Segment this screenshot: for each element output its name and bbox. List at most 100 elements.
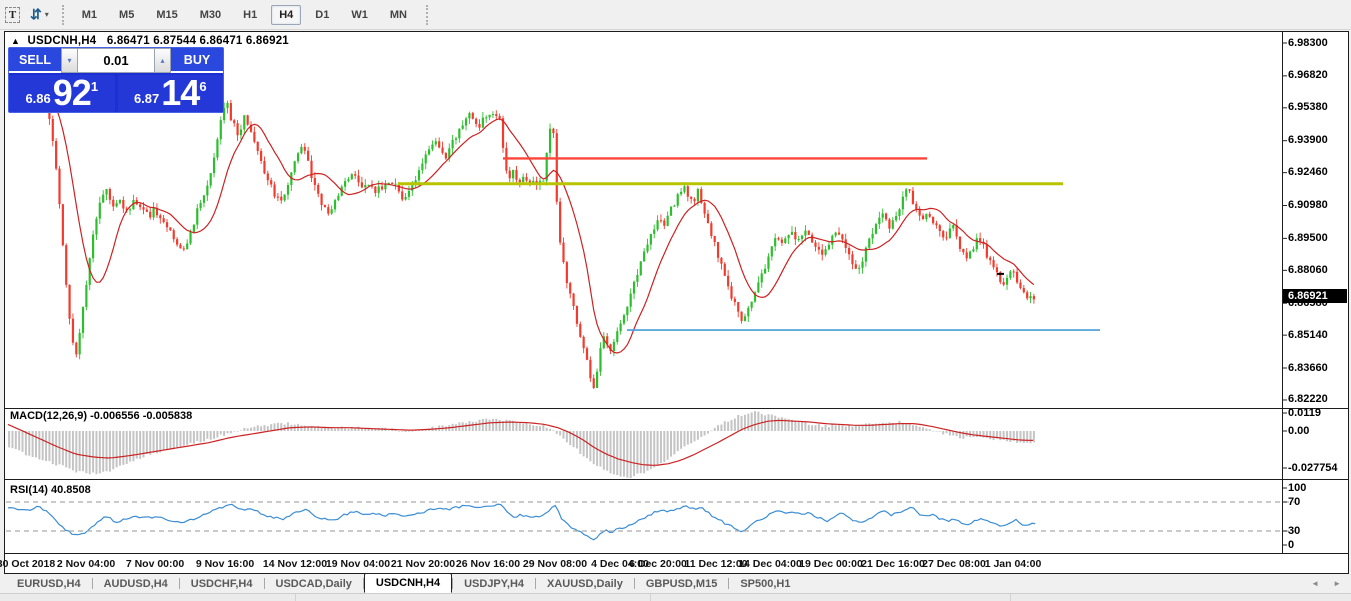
time-tick-label[interactable]: 26 Nov 16:00: [455, 558, 521, 570]
order-controls-row: SELL ▾ ▴ BUY: [9, 48, 223, 73]
swap-arrows-icon: ⇵: [30, 6, 42, 22]
dropdown-caret-icon: ▾: [44, 10, 49, 19]
down-arrow-icon: ▾: [67, 56, 72, 65]
time-tick-label[interactable]: 6 Dec 20:00: [629, 558, 687, 570]
tab-separator: [633, 578, 635, 589]
timeframe-button-d1[interactable]: D1: [307, 5, 337, 25]
volume-decrease-button[interactable]: ▾: [61, 48, 78, 73]
tab-separator: [91, 578, 93, 589]
chart-tabs: EURUSD,H4 AUDUSD,H4 USDCHF,H4 USDCAD,Daily U…: [0, 573, 802, 593]
buy-price-big: 14: [161, 71, 200, 113]
tab-scroll-right-icon[interactable]: ►: [1333, 579, 1341, 588]
price-tick-label: 6.83660: [1288, 361, 1328, 374]
tab-separator: [263, 578, 265, 589]
quote-prices-row: 6.86 92 1 6.87 14 6: [9, 73, 223, 112]
time-tick-label[interactable]: 19 Dec 00:00: [799, 558, 863, 570]
indicator-tick-label: 70: [1288, 495, 1301, 508]
rsi-name: RSI(14): [10, 484, 48, 496]
indicator-tick-label: 0.00: [1288, 424, 1310, 437]
time-tick-label[interactable]: 19 Nov 04:00: [325, 558, 391, 570]
timeframe-button-m30[interactable]: M30: [192, 5, 229, 25]
tab-separator: [178, 578, 180, 589]
timeframe-button-m5[interactable]: M5: [111, 5, 142, 25]
time-tick-label[interactable]: 21 Nov 20:00: [390, 558, 456, 570]
tab-separator: [728, 578, 730, 589]
chart-tab-sp500[interactable]: SP500,H1: [740, 577, 791, 590]
timeframe-button-w1[interactable]: W1: [343, 5, 376, 25]
time-tick-label[interactable]: 27 Dec 08:00: [922, 558, 986, 570]
tab-scroll-left-icon[interactable]: ◄: [1311, 579, 1320, 588]
sell-price[interactable]: 6.86 92 1: [9, 71, 115, 113]
price-tick-label: 6.93900: [1288, 134, 1328, 147]
macd-label: MACD(12,26,9) -0.006556 -0.005838: [10, 410, 192, 422]
price-tick-label: 6.82220: [1288, 393, 1328, 406]
indicator-tick-label: 0.0119: [1288, 406, 1322, 419]
chart-tab-gbpusd[interactable]: GBPUSD,M15: [645, 577, 718, 590]
price-tick-label: 6.92460: [1288, 166, 1328, 179]
sell-price-big: 92: [52, 71, 92, 113]
chart-tab-usdchf[interactable]: USDCHF,H4: [190, 577, 253, 590]
timeframe-button-m1[interactable]: M1: [74, 5, 105, 25]
buy-price-pip: 6: [199, 79, 207, 94]
time-tick-label[interactable]: 29 Nov 08:00: [522, 558, 588, 570]
volume-input[interactable]: [78, 48, 154, 73]
status-bar: [0, 593, 1351, 601]
timeframe-button-h1[interactable]: H1: [235, 5, 265, 25]
chart-tab-usdcad[interactable]: USDCAD,Daily: [275, 577, 352, 590]
time-tick-label[interactable]: 9 Nov 16:00: [195, 558, 255, 570]
chart-symbol: USDCNH,H4: [27, 35, 97, 47]
toolbar-grip[interactable]: [61, 4, 65, 25]
time-tick-label[interactable]: 1 Jan 04:00: [984, 558, 1042, 570]
time-tick-label[interactable]: 30 Oct 2018: [0, 558, 56, 570]
arrange-windows-button[interactable]: ⇵ ▾: [25, 3, 54, 27]
chart-tab-usdjpy[interactable]: USDJPY,H4: [464, 577, 525, 590]
top-toolbar: T ⇵ ▾ M1 M5 M15 M30 H1 H4 D1 W1 MN: [0, 0, 1351, 30]
buy-price[interactable]: 6.87 14 6: [117, 71, 223, 113]
price-tick-label: 6.96820: [1288, 69, 1328, 82]
tab-separator: [362, 578, 364, 589]
indicator-tick-label: 100: [1288, 481, 1307, 494]
chart-tab-xauusd[interactable]: XAUUSD,Daily: [547, 577, 623, 590]
text-tool-button[interactable]: T: [0, 3, 25, 27]
tab-scroll-controls: ◄ ►: [1311, 574, 1351, 593]
time-tick-label[interactable]: 11 Dec 12:00: [684, 558, 748, 570]
one-click-trading-panel: SELL ▾ ▴ BUY 6.86 92 1 6.87 14 6: [8, 47, 224, 113]
timeframe-button-m15[interactable]: M15: [148, 5, 185, 25]
buy-button[interactable]: BUY: [171, 48, 223, 73]
macd-signal-value: -0.005838: [142, 410, 193, 422]
price-tick-label: 6.98300: [1288, 36, 1328, 49]
timeframe-button-mn[interactable]: MN: [382, 5, 415, 25]
time-tick-label[interactable]: 7 Nov 00:00: [125, 558, 185, 570]
sell-button[interactable]: SELL: [9, 48, 61, 73]
time-tick-label[interactable]: 14 Dec 04:00: [738, 558, 802, 570]
time-tick-label[interactable]: 14 Nov 12:00: [262, 558, 328, 570]
status-separator: [1010, 594, 1011, 601]
timeframe-toolbar: M1 M5 M15 M30 H1 H4 D1 W1 MN: [71, 0, 418, 30]
status-separator: [650, 594, 651, 601]
sell-price-small: 6.86: [25, 91, 51, 106]
price-tick-label: 6.90980: [1288, 199, 1328, 211]
timeframe-button-h4[interactable]: H4: [271, 4, 302, 25]
chart-tab-usdcnh[interactable]: USDCNH,H4: [363, 573, 453, 593]
macd-name: MACD(12,26,9): [10, 410, 88, 422]
tab-separator: [535, 578, 537, 589]
indicator-tick-label: 0: [1288, 538, 1295, 551]
tab-separator: [452, 578, 454, 589]
toolbar-grip-right[interactable]: [425, 4, 429, 25]
price-tick-label: 6.95380: [1288, 101, 1328, 114]
volume-increase-button[interactable]: ▴: [154, 48, 171, 73]
chart-title: ▲ USDCNH,H4 6.86471 6.87544 6.86471 6.86…: [11, 35, 289, 47]
chart-tab-audusd[interactable]: AUDUSD,H4: [103, 577, 168, 590]
chart-tab-eurusd[interactable]: EURUSD,H4: [17, 577, 81, 590]
buy-price-small: 6.87: [133, 91, 160, 106]
time-tick-label[interactable]: 2 Nov 04:00: [56, 558, 116, 570]
text-tool-icon: T: [5, 6, 20, 23]
current-price-badge: 6.86921: [1283, 289, 1347, 303]
time-tick-label[interactable]: 21 Dec 16:00: [861, 558, 925, 570]
indicator-tick-label: 30: [1288, 524, 1301, 537]
collapse-arrow-icon[interactable]: ▲: [11, 36, 21, 46]
time-tick-label[interactable]: 4 Dec 04:00: [591, 558, 649, 570]
rsi-label: RSI(14) 40.8508: [10, 484, 91, 496]
status-separator: [295, 594, 296, 601]
